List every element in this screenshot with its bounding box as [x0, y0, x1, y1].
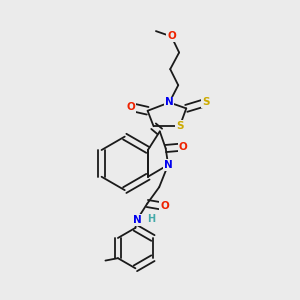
Text: O: O	[160, 202, 169, 212]
Text: O: O	[178, 142, 187, 152]
Text: O: O	[167, 32, 176, 41]
Text: H: H	[147, 214, 155, 224]
Text: N: N	[165, 98, 174, 107]
Text: S: S	[202, 98, 210, 107]
Text: N: N	[133, 215, 141, 225]
Text: S: S	[176, 121, 184, 131]
Text: O: O	[126, 102, 135, 112]
Text: N: N	[164, 160, 172, 170]
